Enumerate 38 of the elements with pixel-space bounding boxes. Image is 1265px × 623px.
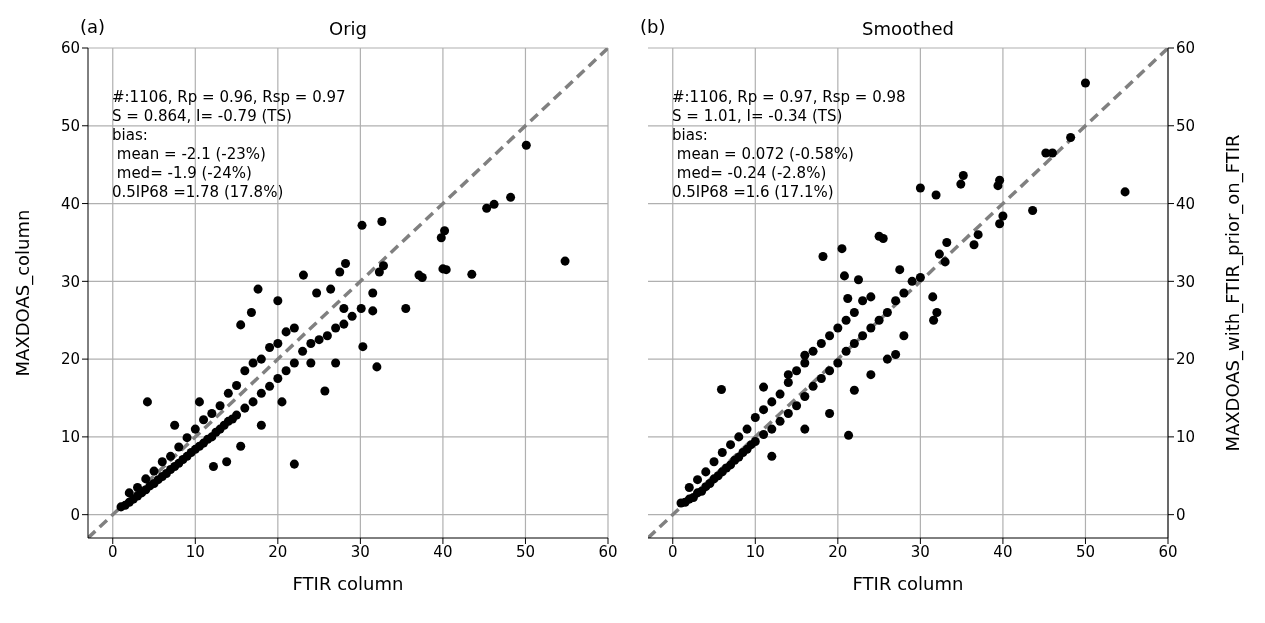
x-tick-label: 60 — [598, 542, 618, 561]
x-axis-title: FTIR column — [292, 573, 404, 594]
y2-tick-label: 30 — [1176, 272, 1196, 291]
x-tick-label: 50 — [515, 542, 536, 561]
x-tick-label: 30 — [910, 542, 930, 561]
x-tick-label: 20 — [268, 542, 288, 561]
y-tick-label: 40 — [60, 194, 80, 213]
x-axis-title: FTIR column — [852, 573, 964, 594]
x-tick-label: 60 — [1158, 542, 1178, 561]
chart-title: Smoothed — [862, 17, 954, 39]
x-tick-label: 10 — [185, 542, 205, 561]
y2-axis-title: MAXDOAS_with_FTIR_prior_on_FTIR — [1222, 134, 1245, 452]
x-tick-label: 20 — [828, 542, 848, 561]
y-tick-label: 20 — [60, 350, 80, 369]
y-axis-title: MAXDOAS_column — [12, 209, 35, 377]
x-tick-label: 0 — [667, 542, 678, 561]
chart-title: Orig — [329, 17, 367, 39]
x-tick-label: 10 — [745, 542, 765, 561]
y2-tick-label: 20 — [1176, 350, 1196, 369]
y2-tick-label: 60 — [1176, 39, 1196, 58]
y-tick-label: 0 — [70, 505, 80, 524]
y-tick-label: 50 — [60, 117, 80, 136]
text: (a) — [80, 16, 106, 37]
y2-tick-label: 0 — [1176, 505, 1186, 524]
x-tick-label: 40 — [993, 542, 1013, 561]
x-tick-label: 50 — [1075, 542, 1096, 561]
x-tick-label: 40 — [433, 542, 453, 561]
y-tick-label: 30 — [60, 272, 80, 291]
y2-tick-label: 50 — [1176, 117, 1196, 136]
y-tick-label: 10 — [60, 428, 80, 447]
x-tick-label: 30 — [350, 542, 370, 561]
annotation: #:1106, Rp = 0.97, Rsp = 0.98 S = 1.01, I= -0.34 (TS) bias: mean = 0.072 (-0.58%) med= -0.24 (-2.8%) 0.5IP68 =1.6 (17.1%) — [672, 88, 906, 202]
text: (b) — [640, 16, 666, 37]
x-tick-label: 0 — [107, 542, 118, 561]
y2-tick-label: 10 — [1176, 428, 1196, 447]
y2-tick-label: 40 — [1176, 194, 1196, 213]
y-tick-label: 60 — [60, 39, 80, 58]
annotation: #:1106, Rp = 0.96, Rsp = 0.97 S = 0.864, I= -0.79 (TS) bias: mean = -2.1 (-23%) med= -1.9 (-24%) 0.5IP68 =1.78 (17.8%) — [112, 88, 346, 202]
